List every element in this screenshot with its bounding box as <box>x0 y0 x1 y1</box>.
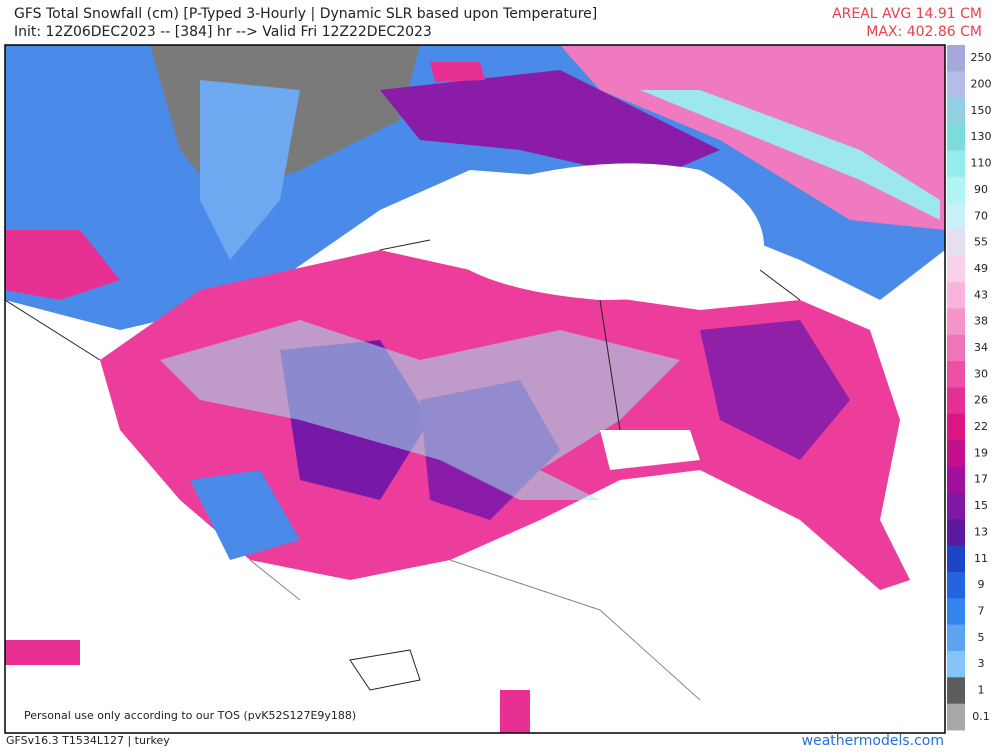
colorbar-label: 130 <box>971 130 992 143</box>
colorbar-label: 90 <box>974 183 988 196</box>
colorbar-swatch <box>947 97 965 125</box>
colorbar-swatch <box>947 255 965 283</box>
colorbar: 2502001501301109070554943383430262219171… <box>947 45 992 731</box>
map <box>4 44 946 734</box>
colorbar-label: 34 <box>974 341 988 354</box>
colorbar-swatch <box>947 650 965 678</box>
areal-avg: AREAL AVG 14.91 CM <box>832 6 982 22</box>
colorbar-label: 0.1 <box>972 710 990 723</box>
colorbar-swatch <box>947 466 965 494</box>
colorbar-label: 250 <box>971 51 992 64</box>
colorbar-swatch <box>947 71 965 99</box>
tos-note: Personal use only according to our TOS (… <box>24 709 356 722</box>
colorbar-label: 11 <box>974 552 988 565</box>
colorbar-label: 9 <box>978 578 985 591</box>
subtitle: Init: 12Z06DEC2023 -- [384] hr --> Valid… <box>14 24 432 40</box>
model-info: GFSv16.3 T1534L127 | turkey <box>6 734 170 747</box>
site-link[interactable]: weathermodels.com <box>802 733 944 749</box>
colorbar-label: 38 <box>974 315 988 328</box>
colorbar-label: 5 <box>978 631 985 644</box>
colorbar-label: 3 <box>978 657 985 670</box>
colorbar-swatch <box>947 571 965 599</box>
colorbar-swatch <box>947 334 965 362</box>
colorbar-label: 49 <box>974 262 988 275</box>
colorbar-label: 55 <box>974 236 988 249</box>
colorbar-label: 7 <box>978 604 985 617</box>
colorbar-swatch <box>947 387 965 415</box>
colorbar-swatch <box>947 45 965 72</box>
colorbar-swatch <box>947 492 965 520</box>
colorbar-swatch <box>947 203 965 230</box>
colorbar-swatch <box>947 545 965 573</box>
colorbar-label: 1 <box>978 683 985 696</box>
colorbar-label: 19 <box>974 446 988 459</box>
colorbar-swatch <box>947 282 965 309</box>
colorbar-swatch <box>947 677 965 705</box>
colorbar-label: 200 <box>971 78 992 91</box>
colorbar-swatch <box>947 361 965 388</box>
colorbar-swatch <box>947 124 965 151</box>
colorbar-swatch <box>947 413 965 441</box>
colorbar-label: 30 <box>974 367 988 380</box>
colorbar-label: 110 <box>971 157 992 170</box>
colorbar-label: 26 <box>974 394 988 407</box>
colorbar-swatch <box>947 308 965 336</box>
title: GFS Total Snowfall (cm) [P-Typed 3-Hourl… <box>14 6 597 22</box>
colorbar-label: 70 <box>974 209 988 222</box>
colorbar-swatch <box>947 703 965 731</box>
colorbar-swatch <box>947 624 965 652</box>
colorbar-swatch <box>947 440 965 468</box>
colorbar-swatch <box>947 229 965 257</box>
colorbar-swatch <box>947 519 965 547</box>
colorbar-swatch <box>947 176 965 204</box>
colorbar-label: 43 <box>974 288 988 301</box>
colorbar-swatch <box>947 150 965 178</box>
colorbar-label: 13 <box>974 525 988 538</box>
max-value: MAX: 402.86 CM <box>866 24 982 40</box>
colorbar-label: 15 <box>974 499 988 512</box>
colorbar-label: 22 <box>974 420 988 433</box>
colorbar-label: 17 <box>974 473 988 486</box>
colorbar-swatch <box>947 598 965 626</box>
colorbar-label: 150 <box>971 104 992 117</box>
